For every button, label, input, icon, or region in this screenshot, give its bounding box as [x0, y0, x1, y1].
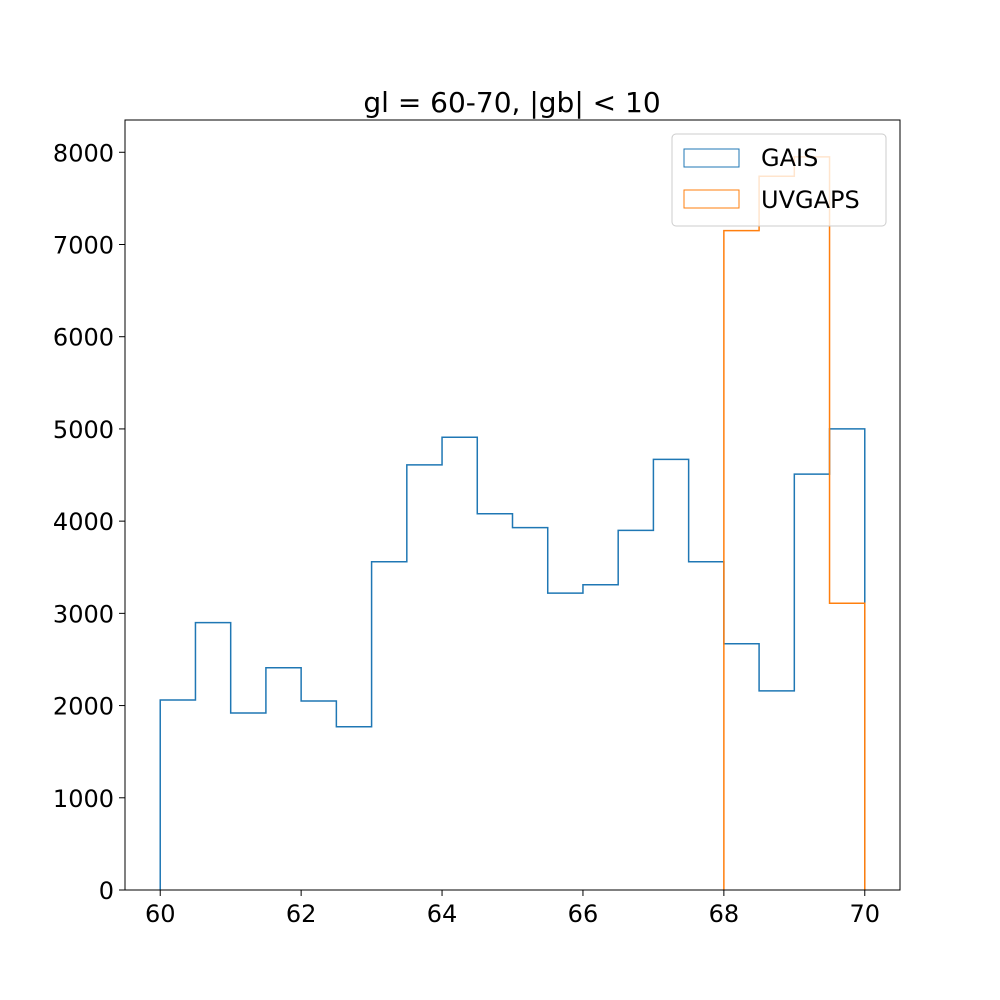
- x-tick-label: 68: [709, 900, 740, 928]
- legend-swatch-uvgaps: [683, 189, 740, 209]
- y-axis: 0 1000 2000 3000 4000 5000 6000 7000 8000: [53, 139, 125, 905]
- y-tick-label: 8000: [53, 139, 114, 167]
- legend-box: [671, 133, 887, 227]
- x-tick-label: 60: [145, 900, 176, 928]
- series-gais-outline: [159, 428, 866, 890]
- y-tick-label: 2000: [53, 693, 114, 721]
- x-tick-label: 66: [568, 900, 599, 928]
- legend-swatch-gais: [683, 148, 740, 168]
- x-tick-label: 64: [427, 900, 458, 928]
- series-layer: [159, 156, 866, 890]
- y-tick-label: 5000: [53, 416, 114, 444]
- legend: GAIS UVGAPS: [671, 133, 887, 227]
- y-tick-label: 4000: [53, 508, 114, 536]
- y-tick-label: 0: [99, 877, 114, 905]
- x-tick-label: 62: [286, 900, 317, 928]
- plot-frame: [124, 119, 901, 891]
- y-tick-label: 7000: [53, 231, 114, 259]
- legend-label-uvgaps: UVGAPS: [761, 186, 860, 214]
- x-tick-label: 70: [849, 900, 880, 928]
- y-tick-label: 3000: [53, 600, 114, 628]
- y-tick-label: 6000: [53, 324, 114, 352]
- chart-title: gl = 60-70, |gb| < 10: [363, 86, 660, 119]
- legend-label-gais: GAIS: [761, 144, 818, 172]
- x-axis: 60 62 64 66 68 70: [145, 890, 880, 928]
- y-tick-label: 1000: [53, 785, 114, 813]
